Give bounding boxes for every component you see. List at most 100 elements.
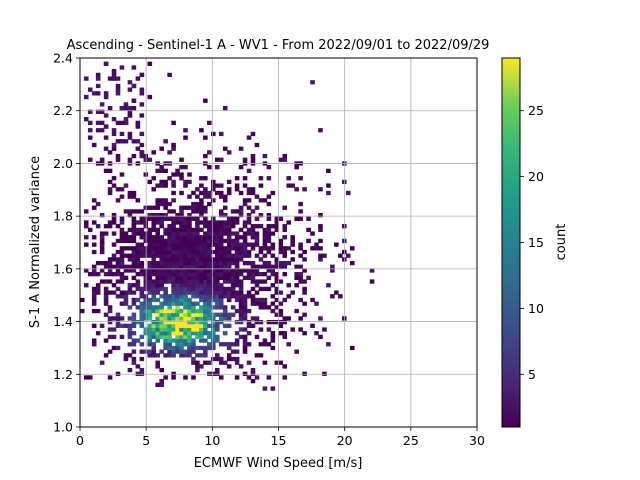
heatmap-cell: [147, 227, 153, 233]
heatmap-cell: [163, 312, 168, 317]
heatmap-cell: [135, 283, 141, 288]
heatmap-cell: [99, 238, 105, 244]
heatmap-cell: [179, 286, 184, 292]
heatmap-cell: [211, 290, 216, 295]
heatmap-cell: [127, 131, 133, 137]
heatmap-cell: [167, 327, 172, 332]
heatmap-cell: [103, 168, 109, 173]
heatmap-cell: [131, 297, 137, 303]
heatmap-cell: [290, 235, 295, 240]
heatmap-cell: [195, 360, 200, 365]
heatmap-cell: [230, 294, 236, 299]
heatmap-cell: [83, 76, 89, 81]
heatmap-cell: [318, 253, 323, 258]
heatmap-cell: [171, 257, 176, 262]
heatmap-cell: [258, 198, 264, 203]
heatmap-cell: [163, 249, 168, 255]
heatmap-cell: [187, 264, 192, 269]
heatmap-cell: [171, 345, 176, 351]
heatmap-cell: [226, 227, 232, 233]
heatmap-cell: [199, 334, 204, 340]
heatmap-cell: [159, 201, 164, 207]
heatmap-cell: [266, 238, 272, 244]
heatmap-cell: [262, 264, 268, 269]
heatmap-cell: [131, 194, 137, 199]
heatmap-cell: [127, 194, 133, 199]
heatmap-cell: [282, 264, 288, 269]
heatmap-cell: [246, 212, 252, 218]
heatmap-cell: [222, 146, 228, 151]
heatmap-cell: [254, 268, 260, 273]
heatmap-cell: [302, 301, 307, 306]
heatmap-cell: [211, 183, 216, 188]
heatmap-cell: [195, 224, 200, 229]
heatmap-cell: [163, 168, 168, 173]
heatmap-cell: [167, 150, 172, 155]
heatmap-cell: [139, 153, 145, 159]
heatmap-cell: [147, 212, 153, 218]
heatmap-cell: [103, 301, 109, 306]
heatmap-cell: [214, 297, 220, 303]
heatmap-cell: [242, 249, 248, 255]
heatmap-cell: [99, 323, 105, 328]
heatmap-cell: [111, 128, 117, 133]
heatmap-cell: [254, 301, 260, 306]
heatmap-cell: [167, 209, 172, 214]
heatmap-cell: [131, 360, 137, 365]
heatmap-cell: [139, 367, 145, 373]
heatmap-cell: [159, 382, 164, 388]
heatmap-cell: [107, 260, 113, 266]
heatmap-cell: [278, 264, 284, 269]
heatmap-cell: [242, 275, 248, 280]
heatmap-cell: [203, 235, 208, 240]
heatmap-cell: [163, 242, 168, 247]
heatmap-cell: [179, 331, 184, 336]
heatmap-cell: [103, 146, 109, 151]
heatmap-cell: [207, 253, 212, 258]
heatmap-cell: [262, 198, 268, 203]
heatmap-cell: [179, 224, 184, 229]
heatmap-cell: [175, 231, 180, 236]
heatmap-cell: [214, 356, 220, 362]
heatmap-cell: [250, 131, 256, 137]
heatmap-cell: [270, 231, 276, 236]
heatmap-cell: [195, 319, 200, 325]
heatmap-cell: [270, 283, 276, 288]
heatmap-cell: [115, 87, 121, 92]
heatmap-cell: [234, 338, 240, 343]
heatmap-cell: [203, 338, 208, 343]
heatmap-cell: [214, 268, 220, 273]
heatmap-cell: [349, 345, 355, 351]
heatmap-cell: [151, 257, 157, 262]
heatmap-cell: [230, 342, 236, 347]
heatmap-cell: [135, 124, 141, 129]
heatmap-cell: [218, 297, 224, 303]
heatmap-cell: [294, 187, 299, 192]
heatmap-cell: [171, 242, 176, 247]
heatmap-cell: [139, 216, 145, 221]
heatmap-cell: [115, 371, 121, 376]
heatmap-cell: [314, 301, 319, 306]
heatmap-cell: [282, 235, 288, 240]
heatmap-cell: [175, 249, 180, 255]
heatmap-cell: [151, 349, 157, 354]
heatmap-cell: [318, 212, 323, 218]
heatmap-cell: [171, 353, 176, 358]
heatmap-cell: [191, 249, 196, 255]
heatmap-cell: [278, 260, 284, 266]
heatmap-cell: [179, 316, 184, 321]
heatmap-cell: [191, 246, 196, 251]
heatmap-cell: [115, 272, 121, 277]
heatmap-cell: [91, 308, 97, 314]
heatmap-cell: [278, 290, 284, 295]
heatmap-cell: [131, 316, 137, 321]
heatmap-cell: [179, 283, 184, 288]
heatmap-cell: [266, 260, 272, 266]
heatmap-cell: [107, 305, 113, 310]
heatmap-cell: [171, 375, 176, 380]
heatmap-cell: [266, 249, 272, 255]
heatmap-cell: [175, 220, 180, 225]
heatmap-cell: [262, 342, 268, 347]
heatmap-cell: [155, 286, 160, 292]
heatmap-cell: [83, 235, 89, 240]
